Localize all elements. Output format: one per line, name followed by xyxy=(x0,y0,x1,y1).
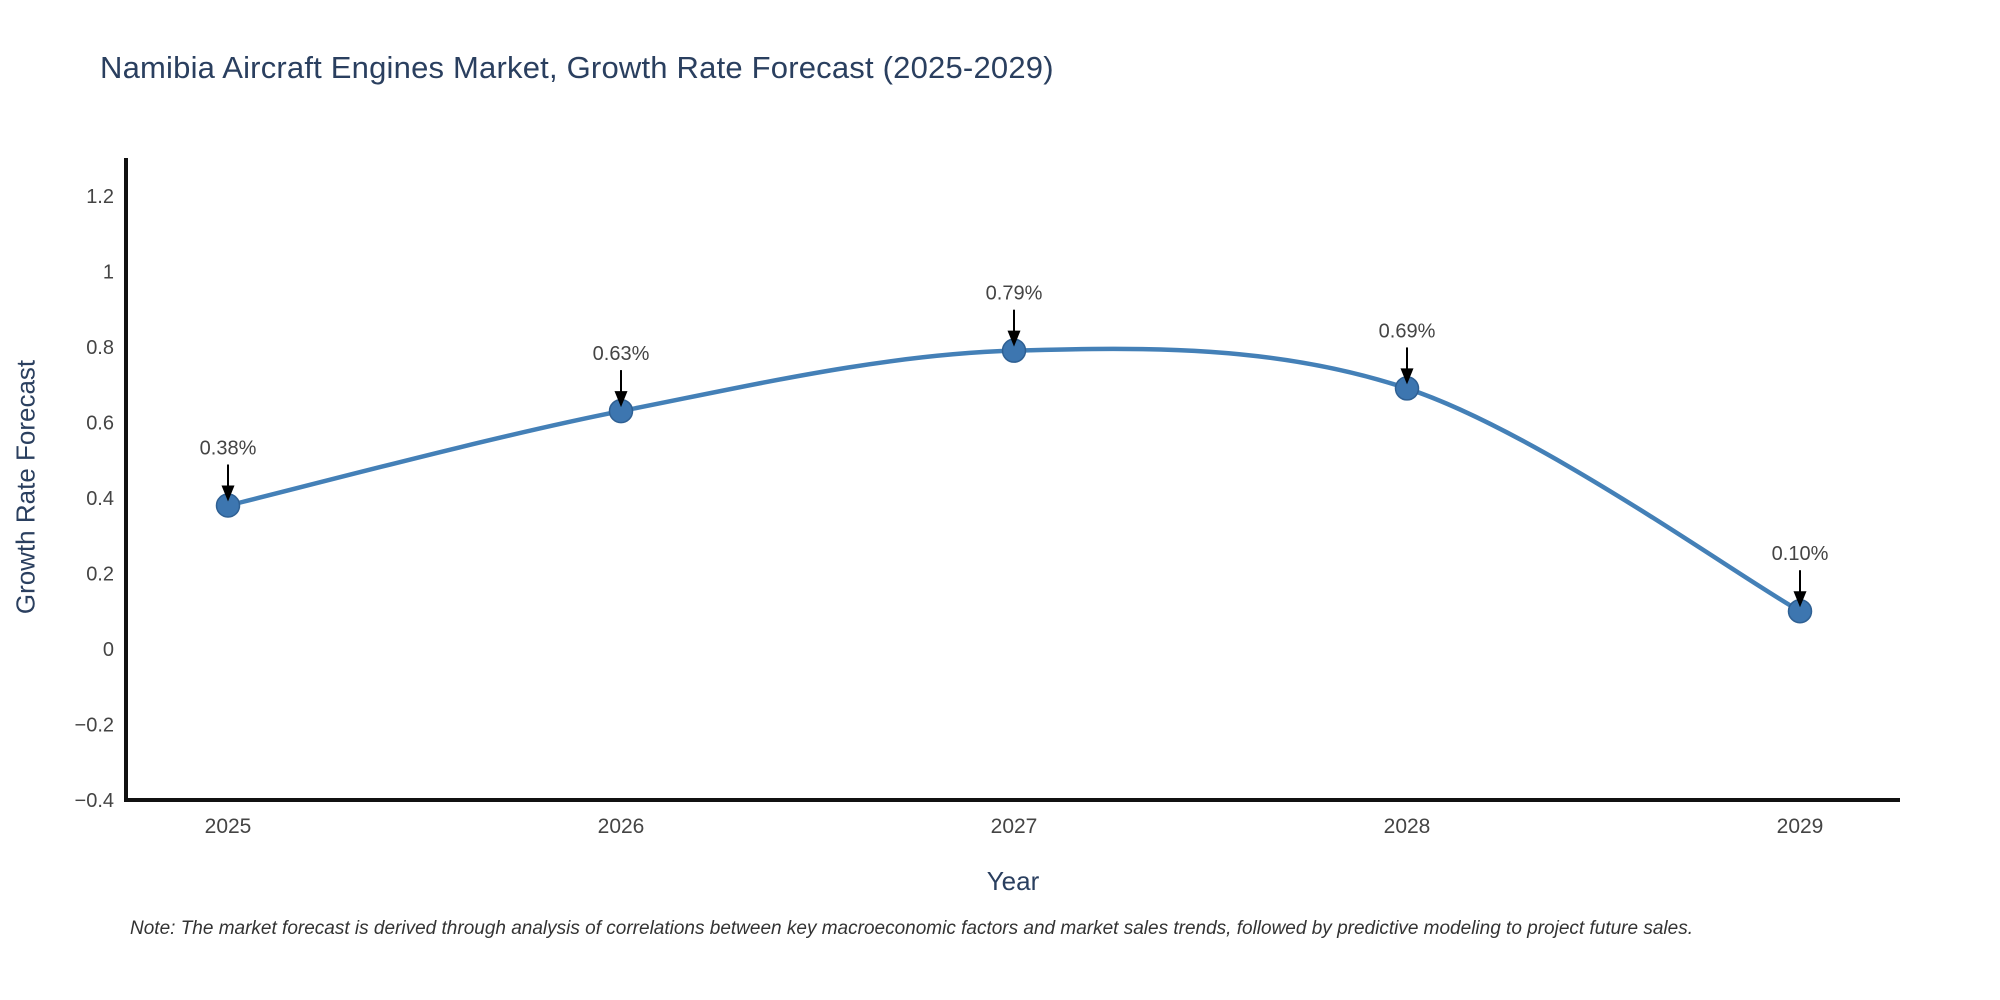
x-tick-label: 2026 xyxy=(598,815,645,838)
annotation-arrowhead xyxy=(614,391,628,408)
y-tick-label: 1 xyxy=(103,261,114,283)
y-tick-label: 0 xyxy=(103,639,114,661)
forecast-line xyxy=(225,346,1803,614)
annotation-arrowhead xyxy=(221,485,235,502)
annotation-label: 0.69% xyxy=(1379,320,1436,342)
annotation-label: 0.79% xyxy=(986,283,1043,305)
y-tick-label: −0.4 xyxy=(75,790,114,812)
y-tick-label: −0.2 xyxy=(75,714,114,736)
y-tick-label: 0.2 xyxy=(86,563,114,585)
annotation-label: 0.10% xyxy=(1772,543,1829,565)
y-tick-label: 0.4 xyxy=(86,488,114,510)
x-tick-label: 2029 xyxy=(1777,815,1824,838)
y-axis-title: Growth Rate Forecast xyxy=(10,359,41,615)
annotation-arrowhead xyxy=(1400,368,1414,385)
x-tick-label: 2028 xyxy=(1384,815,1431,838)
y-tick-label: 0.8 xyxy=(86,337,114,359)
x-tick-label: 2027 xyxy=(991,815,1038,838)
footnote: Note: The market forecast is derived thr… xyxy=(130,918,1693,939)
y-tick-label: 1.2 xyxy=(86,186,114,208)
annotation-label: 0.38% xyxy=(200,437,257,459)
x-tick-label: 2025 xyxy=(205,815,252,838)
x-axis-title: Year xyxy=(986,866,1040,896)
y-tick-label: 0.6 xyxy=(86,412,114,434)
annotation-label: 0.63% xyxy=(593,343,650,365)
annotation-arrowhead xyxy=(1007,330,1021,347)
annotation-arrowhead xyxy=(1793,591,1807,608)
chart-title: Namibia Aircraft Engines Market, Growth … xyxy=(100,50,1054,85)
